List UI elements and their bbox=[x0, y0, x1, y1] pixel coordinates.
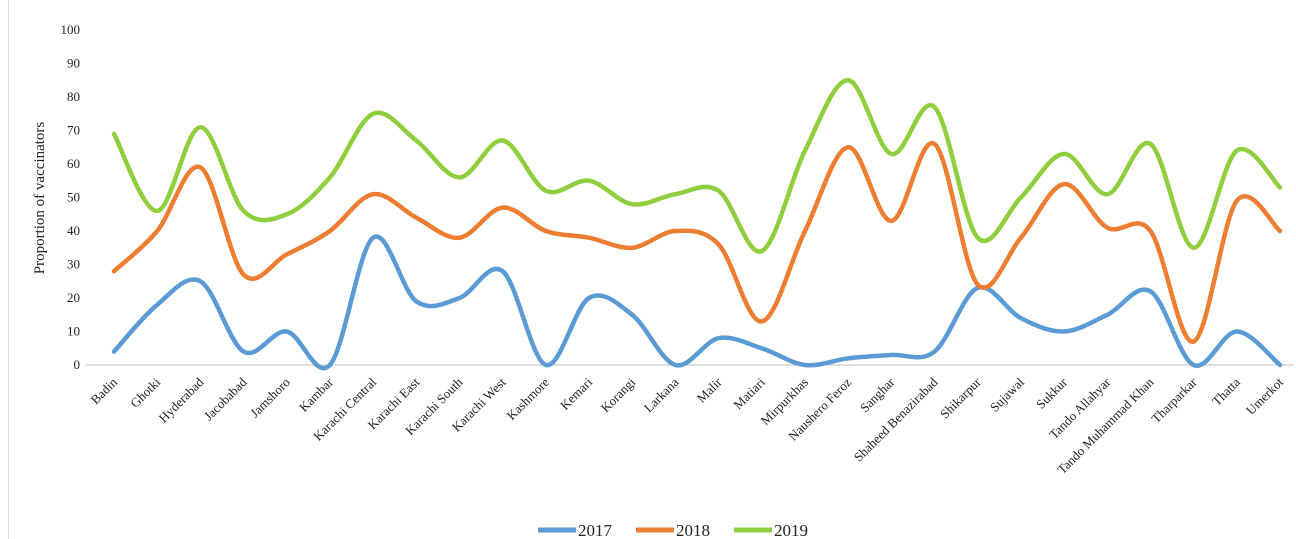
legend-label-2019: 2019 bbox=[774, 521, 808, 539]
y-tick-label: 70 bbox=[67, 123, 80, 138]
x-tick-label: Ghotki bbox=[127, 374, 163, 410]
legend-label-2017: 2017 bbox=[578, 521, 613, 539]
x-tick-label: Jamshoro bbox=[247, 375, 293, 421]
series-lines bbox=[111, 78, 1283, 371]
y-tick-label: 20 bbox=[67, 290, 80, 305]
series-line-2018 bbox=[111, 141, 1283, 344]
x-tick-label: Jacobabad bbox=[201, 374, 250, 423]
y-tick-label: 10 bbox=[67, 324, 80, 339]
x-tick-label: Hyderabad bbox=[156, 374, 207, 425]
legend-label-2018: 2018 bbox=[676, 521, 710, 539]
x-tick-label: Larkana bbox=[641, 374, 682, 415]
legend: 2017 2018 2019 bbox=[538, 521, 808, 539]
y-tick-label: 100 bbox=[61, 22, 81, 37]
y-tick-label: 80 bbox=[67, 89, 80, 104]
y-axis-label: Proportion of vaccinators bbox=[32, 122, 48, 275]
y-tick-label: 60 bbox=[67, 156, 80, 171]
x-tick-label: Kemari bbox=[557, 374, 595, 412]
x-tick-label: Kambar bbox=[296, 374, 337, 415]
x-tick-label: Malir bbox=[694, 374, 726, 406]
x-tick-label: Umerkot bbox=[1243, 374, 1287, 418]
y-tick-label: 40 bbox=[67, 223, 80, 238]
x-tick-label: Badin bbox=[88, 374, 121, 407]
x-tick-label: Sujawal bbox=[987, 374, 1027, 414]
x-tick-label: Thatta bbox=[1209, 374, 1243, 408]
series-line-2017 bbox=[111, 234, 1283, 371]
y-tick-labels: 0 10 20 30 40 50 60 70 80 90 100 bbox=[61, 22, 81, 372]
x-tick-label: Sukkur bbox=[1033, 374, 1071, 412]
y-tick-label: 30 bbox=[67, 257, 80, 272]
x-tick-label: Shaheed Benazirabad bbox=[851, 374, 941, 464]
x-tick-label: Kashmore bbox=[504, 374, 553, 423]
y-tick-label: 0 bbox=[74, 357, 81, 372]
x-tick-label: Korangi bbox=[598, 374, 639, 415]
x-tick-label: Matiari bbox=[730, 374, 768, 412]
y-tick-label: 50 bbox=[67, 190, 80, 205]
x-tick-label: Sanghar bbox=[857, 374, 898, 415]
y-tick-label: 90 bbox=[67, 56, 80, 71]
x-tick-label: Tharparkar bbox=[1148, 374, 1200, 426]
x-tick-label: Shikarpur bbox=[937, 374, 984, 421]
series-line-2019 bbox=[111, 78, 1283, 254]
chart-frame bbox=[8, 0, 1295, 539]
